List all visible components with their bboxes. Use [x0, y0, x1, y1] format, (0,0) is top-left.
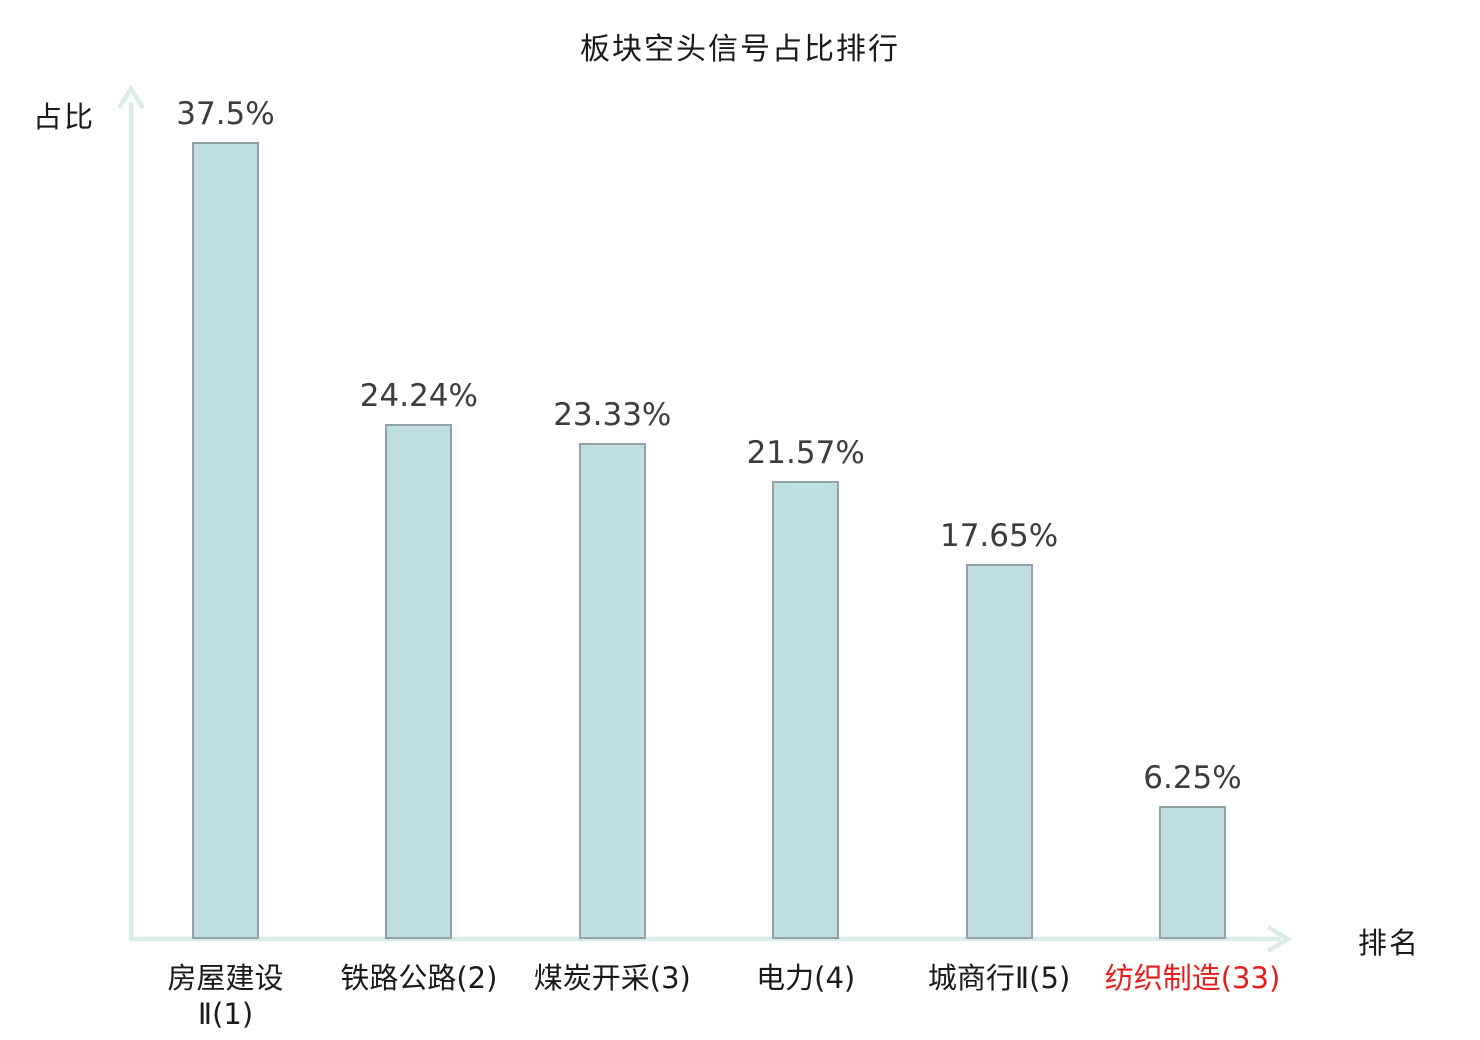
bar-category-label: 纺织制造(33) — [1063, 960, 1323, 996]
bar-category-label: 城商行Ⅱ(5) — [869, 960, 1129, 996]
bar-category-line: 电力(4) — [756, 961, 856, 995]
bar-value-label: 6.25% — [1143, 760, 1242, 796]
bar-value-label: 24.24% — [359, 378, 478, 414]
bar-category-line: 房屋建设 — [167, 961, 284, 995]
bar — [192, 142, 259, 939]
y-axis-label: 占比 — [33, 100, 96, 134]
bar-category-line: Ⅱ(1) — [197, 997, 254, 1031]
bar-category-label: 铁路公路(2) — [289, 960, 549, 996]
bar-value-label: 37.5% — [176, 96, 275, 132]
bar-category-line: 纺织制造(33) — [1104, 961, 1281, 995]
bar — [965, 564, 1033, 939]
bar-value-label: 21.57% — [746, 435, 865, 471]
bar — [772, 481, 840, 939]
x-axis-arrow-icon — [1266, 925, 1293, 953]
bar-category-label: 电力(4) — [676, 960, 936, 996]
bar — [578, 443, 646, 939]
bar-category-line: 铁路公路(2) — [340, 961, 498, 995]
bar — [1159, 806, 1226, 939]
bar-category-line: 煤炭开采(3) — [533, 961, 691, 995]
bar-category-line: 城商行Ⅱ(5) — [927, 961, 1071, 995]
bar-category-label: 煤炭开采(3) — [482, 960, 742, 996]
bar-category-label: 房屋建设 Ⅱ(1) — [96, 960, 356, 1032]
x-axis-label: 排名 — [1358, 926, 1421, 960]
bar-value-label: 23.33% — [553, 397, 672, 433]
chart-title: 板块空头信号占比排行 — [580, 32, 900, 67]
bar-value-label: 17.65% — [939, 518, 1059, 554]
bar — [385, 424, 453, 939]
